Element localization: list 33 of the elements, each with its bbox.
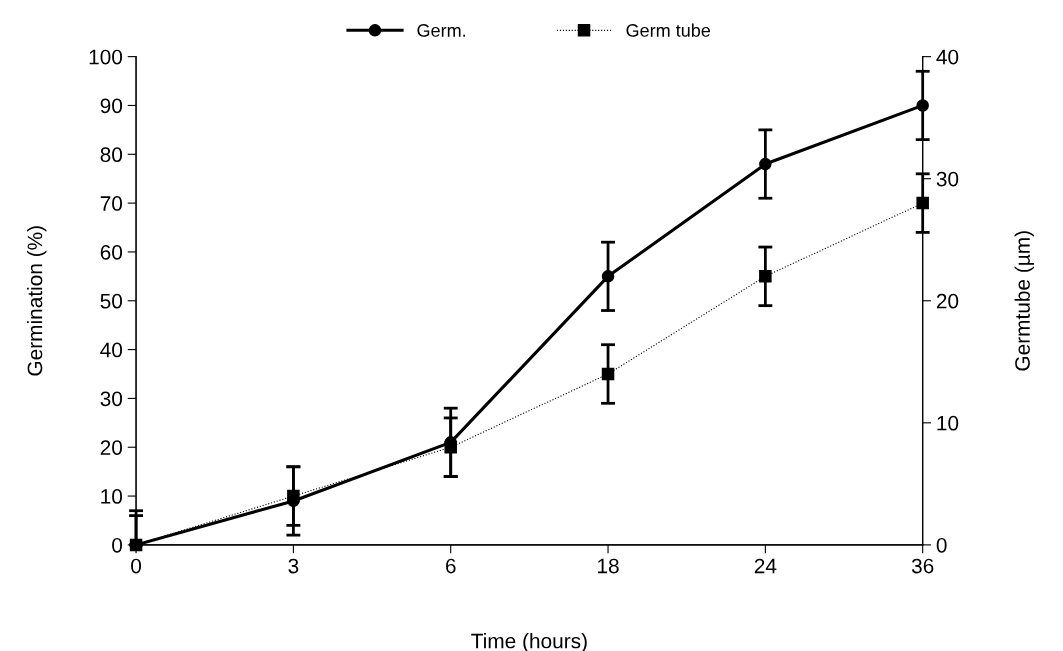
x-tick-label: 0 [131, 558, 142, 574]
y-tick-label: 80 [100, 147, 123, 163]
x-tick-label: 18 [598, 558, 619, 574]
y-tick-label: 20 [100, 440, 123, 455]
y2-tick-label: 40 [936, 49, 959, 65]
legend-label: Germ. [417, 24, 466, 37]
point [601, 367, 615, 381]
y-tick-label: 40 [100, 342, 123, 358]
x-tick-label: 24 [754, 558, 777, 574]
y-tick-label: 60 [100, 244, 123, 260]
point [759, 157, 772, 171]
x-tick-label: 6 [445, 558, 456, 574]
y-tick-label: 30 [100, 391, 123, 407]
point [444, 440, 457, 454]
y-tick-label: 10 [101, 489, 123, 504]
y2-tick-label: 10 [937, 415, 959, 431]
y2-tick-label: 20 [936, 293, 959, 309]
y-tick-label: 50 [100, 293, 123, 309]
point [601, 270, 615, 283]
y-tick-label: 70 [100, 196, 123, 211]
point [759, 270, 772, 283]
legend-label: Germ tube [626, 23, 711, 37]
y-axis-title: Germination (%) [27, 226, 47, 376]
y2-axis-title: Germtube (µm) [1014, 231, 1035, 371]
y-tick-label: 0 [112, 537, 123, 553]
point [287, 489, 300, 503]
x-tick-label: 36 [911, 558, 934, 574]
y-tick-label: 100 [89, 49, 123, 65]
point [916, 196, 929, 210]
y-tick-label: 90 [100, 98, 123, 114]
y2-tick-label: 0 [936, 537, 947, 553]
x-tick-label: 3 [288, 558, 299, 574]
y2-tick-label: 30 [936, 171, 959, 187]
